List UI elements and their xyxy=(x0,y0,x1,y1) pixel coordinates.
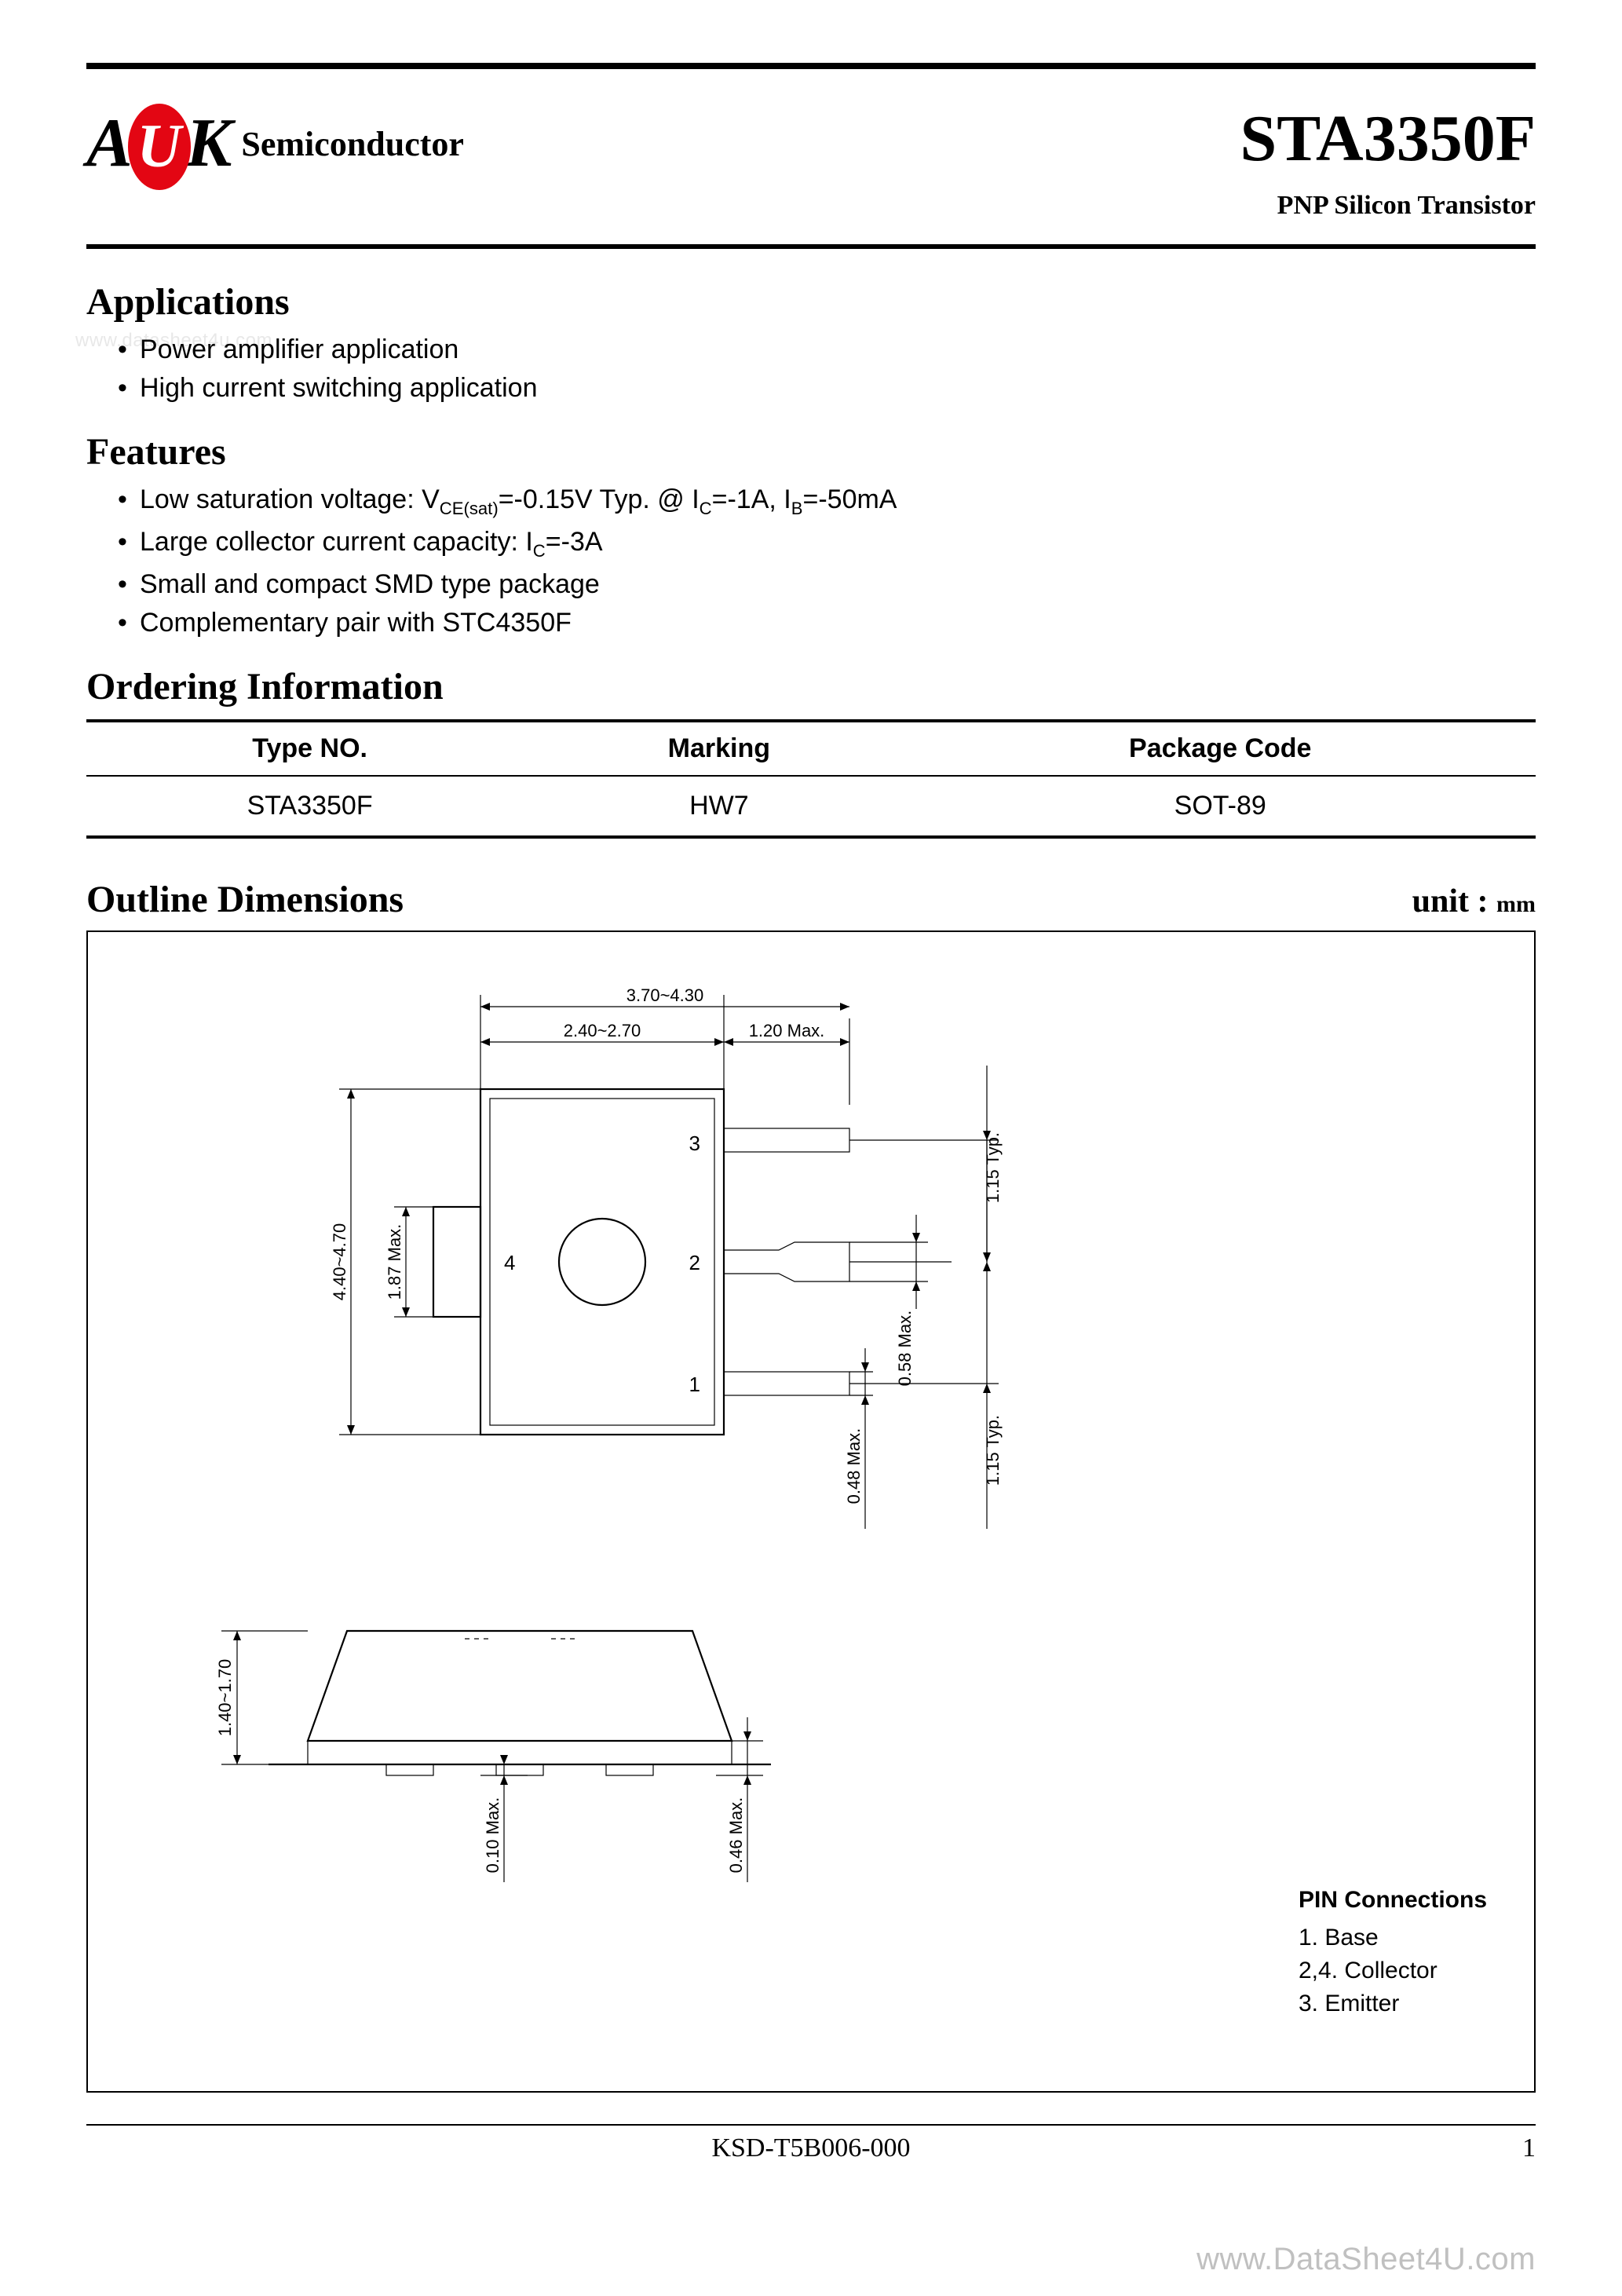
pin-conn-line: 3. Emitter xyxy=(1299,1987,1487,2020)
page-number: 1 xyxy=(1522,2133,1536,2163)
dim-pitch-top: 1.15 Typ. xyxy=(983,1132,1003,1203)
dim-top-width: 3.70~4.30 xyxy=(627,985,703,1005)
top-rule xyxy=(86,63,1536,69)
dim-height: 4.40~4.70 xyxy=(330,1223,349,1300)
list-item: Power amplifier application xyxy=(118,335,1536,365)
logo: A U K Semiconductor xyxy=(86,101,464,187)
outline-drawing-frame: 3.70~4.30 2.40~2.70 1.20 Max. 3 2 1 4 xyxy=(86,930,1536,2093)
pin-4: 4 xyxy=(504,1251,515,1274)
text: Large collector current capacity: I xyxy=(140,527,533,557)
col-package: Package Code xyxy=(905,721,1536,776)
part-number: STA3350F xyxy=(1240,101,1536,177)
cell: SOT-89 xyxy=(905,776,1536,837)
cell: STA3350F xyxy=(86,776,533,837)
pin-conn-title: PIN Connections xyxy=(1299,1884,1487,1917)
text: =-0.15V Typ. @ I xyxy=(499,484,700,514)
list-item: Low saturation voltage: VCE(sat)=-0.15V … xyxy=(118,484,1536,519)
dim-standoff: 0.10 Max. xyxy=(483,1797,502,1873)
footer: KSD-T5B006-000 1 xyxy=(86,2126,1536,2163)
package-top-view: 3.70~4.30 2.40~2.70 1.20 Max. 3 2 1 4 xyxy=(245,963,1109,1560)
part-subtitle: PNP Silicon Transistor xyxy=(1240,191,1536,221)
logo-a: A xyxy=(86,109,133,178)
section-ordering: Ordering Information xyxy=(86,665,1536,708)
dim-lead-w-mid: 0.58 Max. xyxy=(895,1310,915,1386)
table-row: STA3350F HW7 SOT-89 xyxy=(86,776,1536,837)
dim-side-height: 1.40~1.70 xyxy=(215,1658,235,1735)
sub: B xyxy=(791,499,803,518)
section-outline: Outline Dimensions xyxy=(86,878,404,921)
list-item: Complementary pair with STC4350F xyxy=(118,608,1536,638)
sub: C xyxy=(700,499,712,518)
features-list: Low saturation voltage: VCE(sat)=-0.15V … xyxy=(86,484,1536,638)
pin-1: 1 xyxy=(689,1373,700,1396)
sub: C xyxy=(533,541,546,561)
applications-list: Power amplifier application High current… xyxy=(86,335,1536,404)
dim-lead-ext: 1.20 Max. xyxy=(749,1021,825,1040)
mid-rule xyxy=(86,244,1536,249)
pin-3: 3 xyxy=(689,1132,700,1155)
dim-tab-h: 1.87 Max. xyxy=(385,1223,404,1300)
package-side-view: 1.40~1.70 0.10 Max. 0.46 Max. xyxy=(166,1568,873,1898)
col-marking: Marking xyxy=(533,721,904,776)
logo-semiconductor: Semiconductor xyxy=(241,124,464,164)
header: A U K Semiconductor STA3350F PNP Silicon… xyxy=(86,101,1536,221)
doc-number: KSD-T5B006-000 xyxy=(711,2133,910,2163)
pin-2: 2 xyxy=(689,1251,700,1274)
section-applications: Applications xyxy=(86,280,1536,324)
outline-heading-row: Outline Dimensions unit : mm xyxy=(86,878,1536,921)
list-item: Small and compact SMD type package xyxy=(118,569,1536,600)
dim-lead-thk: 0.46 Max. xyxy=(726,1797,746,1873)
list-item: High current switching application xyxy=(118,373,1536,404)
text: =-50mA xyxy=(802,484,897,514)
sub: CE(sat) xyxy=(440,499,499,518)
text: unit : xyxy=(1412,883,1496,919)
unit-mm: mm xyxy=(1496,891,1536,917)
logo-u-icon: U xyxy=(128,104,191,190)
text: Low saturation voltage: V xyxy=(140,484,440,514)
logo-k: K xyxy=(186,109,232,178)
text: =-3A xyxy=(546,527,603,557)
dim-pitch-bot: 1.15 Typ. xyxy=(983,1415,1003,1486)
title-block: STA3350F PNP Silicon Transistor xyxy=(1240,101,1536,221)
ordering-table: Type NO. Marking Package Code STA3350F H… xyxy=(86,719,1536,839)
list-item: Large collector current capacity: IC=-3A xyxy=(118,527,1536,561)
pin-conn-line: 1. Base xyxy=(1299,1921,1487,1954)
pin-conn-line: 2,4. Collector xyxy=(1299,1954,1487,1987)
col-type: Type NO. xyxy=(86,721,533,776)
table-row: Type NO. Marking Package Code xyxy=(86,721,1536,776)
dim-body-width: 2.40~2.70 xyxy=(564,1021,641,1040)
dim-lead-w: 0.48 Max. xyxy=(844,1428,864,1504)
pin-connections: PIN Connections 1. Base 2,4. Collector 3… xyxy=(1299,1884,1487,2020)
section-features: Features xyxy=(86,430,1536,473)
text: =-1A, I xyxy=(712,484,791,514)
unit-label: unit : mm xyxy=(1412,883,1536,920)
cell: HW7 xyxy=(533,776,904,837)
watermark-bottom: www.DataSheet4U.com xyxy=(1196,2242,1536,2277)
